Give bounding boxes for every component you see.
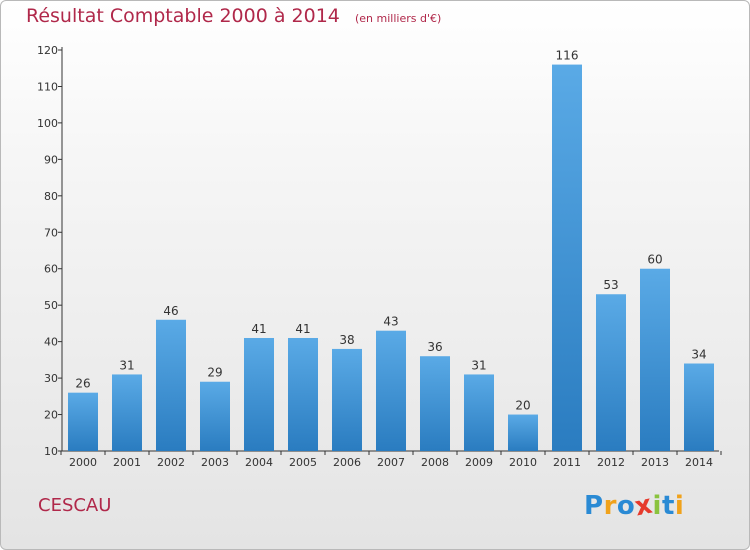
x-tick-label: 2014 <box>685 456 713 469</box>
logo-letter: P <box>584 491 604 521</box>
x-tick-label: 2003 <box>201 456 229 469</box>
x-tick-label: 2002 <box>157 456 185 469</box>
logo-letter: r <box>603 491 617 521</box>
y-tick-label: 100 <box>37 117 58 130</box>
y-tick-label: 70 <box>44 226 58 239</box>
place-name: CESCAU <box>38 495 112 516</box>
y-tick-label: 10 <box>44 445 58 458</box>
y-tick-label: 30 <box>44 372 58 385</box>
bar <box>244 337 274 451</box>
y-tick-label: 20 <box>44 409 58 422</box>
bar-value-label: 36 <box>427 340 442 354</box>
bar-value-label: 31 <box>471 358 486 372</box>
y-tick-label: 40 <box>44 336 58 349</box>
bar-value-label: 31 <box>119 358 134 372</box>
bar-value-label: 41 <box>295 322 310 336</box>
bar <box>684 363 714 451</box>
bar <box>288 337 318 451</box>
bar-value-label: 29 <box>207 366 222 380</box>
bar-value-label: 34 <box>691 348 706 362</box>
x-tick-label: 2012 <box>597 456 625 469</box>
x-tick-label: 2005 <box>289 456 317 469</box>
chart-title: Résultat Comptable 2000 à 2014 (en milli… <box>26 5 441 27</box>
bar <box>68 392 98 451</box>
chart-unit-note: (en milliers d'€) <box>354 12 442 25</box>
x-tick-label: 2006 <box>333 456 361 469</box>
bar <box>112 374 142 451</box>
bar <box>376 330 406 451</box>
bar <box>156 319 186 451</box>
bar-value-label: 116 <box>556 49 579 63</box>
logo-letter: t <box>661 491 675 521</box>
bar <box>420 356 450 451</box>
y-tick-label: 80 <box>44 190 58 203</box>
y-tick-label: 120 <box>37 44 58 57</box>
plot-area: 10 20 30 40 50 60 70 80 90 100 110 120 26 2000 31 2001 4… <box>37 44 722 469</box>
bar <box>332 348 362 451</box>
y-tick-label: 110 <box>37 80 58 93</box>
bar <box>596 294 626 451</box>
x-tick-label: 2013 <box>641 456 669 469</box>
logo-letter: i <box>674 491 685 521</box>
bar-value-label: 20 <box>515 399 530 413</box>
bar-value-label: 46 <box>163 304 178 318</box>
bar-value-label: 43 <box>383 315 398 329</box>
bar-value-label: 60 <box>647 253 662 267</box>
proxiti-logo: Proxiti <box>584 490 685 523</box>
logo-letter: o <box>616 491 636 521</box>
x-tick-label: 2008 <box>421 456 449 469</box>
x-tick-label: 2010 <box>509 456 537 469</box>
x-tick-label: 2000 <box>69 456 97 469</box>
x-tick-label: 2001 <box>113 456 141 469</box>
bar <box>464 374 494 451</box>
logo-letter: i <box>652 491 662 521</box>
bar-value-label: 26 <box>75 377 90 391</box>
x-tick-label: 2007 <box>377 456 405 469</box>
y-tick-label: 50 <box>44 299 58 312</box>
bar-value-label: 53 <box>603 278 618 292</box>
x-tick-label: 2011 <box>553 456 581 469</box>
bar <box>508 414 538 451</box>
y-tick-label: 90 <box>44 153 58 166</box>
bar <box>640 268 670 451</box>
x-tick-label: 2004 <box>245 456 273 469</box>
y-tick-label: 60 <box>44 263 58 276</box>
bar-value-label: 38 <box>339 333 354 347</box>
bar <box>200 381 230 451</box>
bar <box>552 64 582 451</box>
bar-value-label: 41 <box>251 322 266 336</box>
chart-title-text: Résultat Comptable 2000 à 2014 <box>26 5 340 27</box>
x-tick-label: 2009 <box>465 456 493 469</box>
